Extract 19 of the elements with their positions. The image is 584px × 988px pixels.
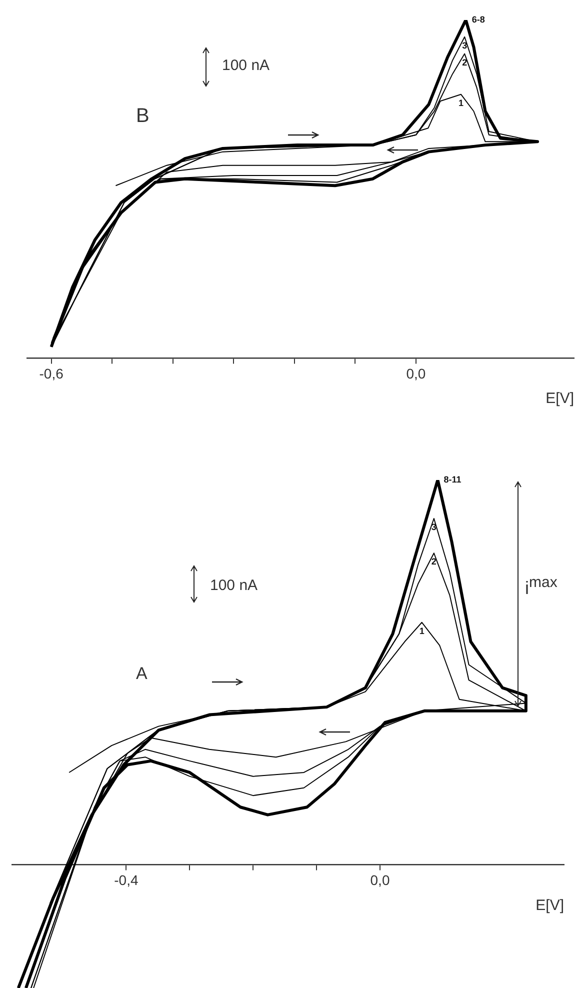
x-tick-label: -0,6 <box>39 365 64 382</box>
series-label: 1 <box>419 626 424 636</box>
annotation: B <box>136 105 150 127</box>
annotation: 100 nA <box>222 57 270 74</box>
series-label: 3 <box>431 522 436 532</box>
series-label: 3 <box>462 40 468 50</box>
x-tick-label: 0,0 <box>406 365 426 382</box>
x-axis-title: E[V] <box>536 896 564 914</box>
annotation: i$^{max}$ <box>525 574 558 598</box>
annotation: 100 nA <box>210 577 258 594</box>
series-label: 1 <box>458 98 464 108</box>
x-axis-title: E[V] <box>546 390 574 407</box>
annotation: A <box>136 664 148 683</box>
series-label: 8-11 <box>444 474 462 484</box>
series-label: 2 <box>431 556 436 567</box>
series-label: 6-8 <box>472 14 485 24</box>
x-tick-label: -0,4 <box>114 872 138 888</box>
x-tick-label: 0,0 <box>370 872 390 888</box>
series-label: 2 <box>462 57 468 68</box>
